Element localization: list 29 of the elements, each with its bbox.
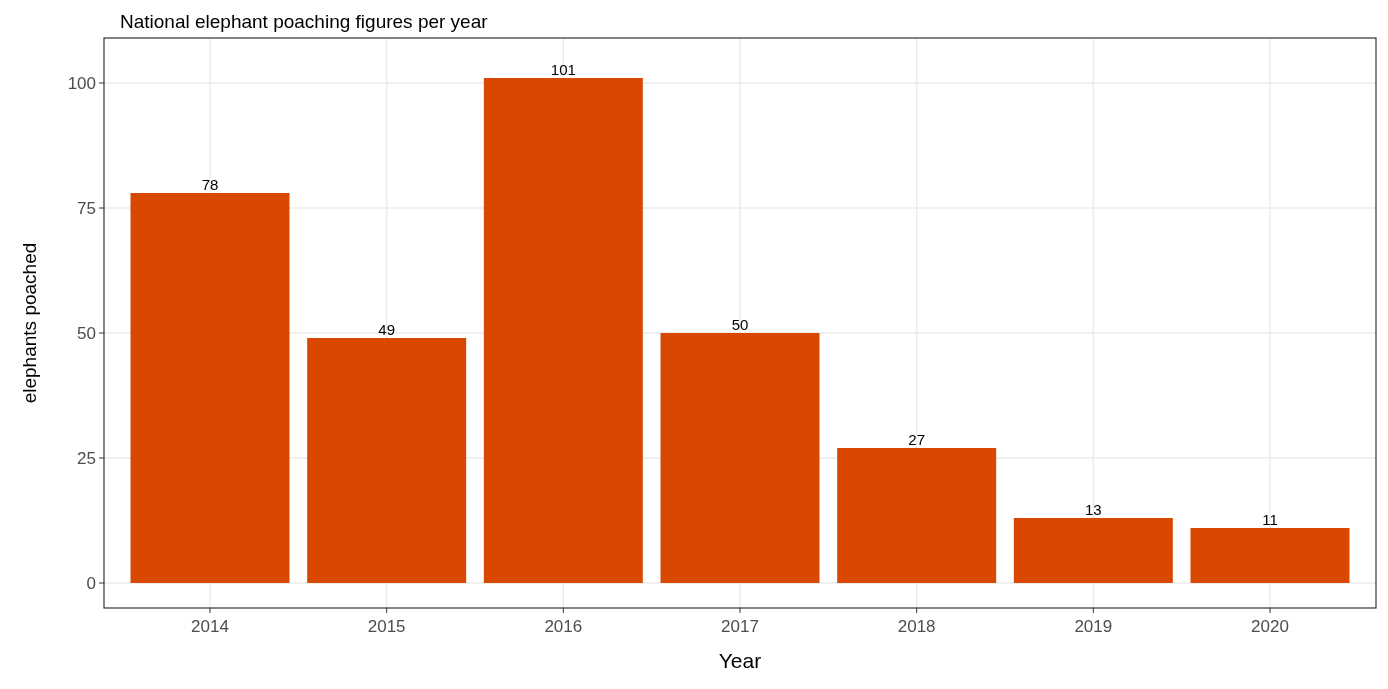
x-tick-label: 2018 <box>897 617 936 636</box>
bar <box>1013 518 1173 583</box>
bar <box>837 448 997 583</box>
bar <box>1190 528 1350 583</box>
y-tick-label: 100 <box>67 73 96 93</box>
y-tick-label: 50 <box>77 323 96 343</box>
y-tick-label: 25 <box>77 448 96 468</box>
data-label: 49 <box>378 321 396 338</box>
bar <box>130 193 290 583</box>
data-label: 78 <box>201 176 219 193</box>
bar <box>483 78 643 583</box>
x-tick-label: 2015 <box>367 617 406 636</box>
bar <box>660 333 820 583</box>
y-axis-title: elephants poached <box>19 242 40 404</box>
x-axis-title: Year <box>718 649 762 672</box>
data-label: 13 <box>1084 501 1102 518</box>
x-tick-label: 2016 <box>544 617 583 636</box>
data-label: 27 <box>908 431 926 448</box>
x-tick-label: 2020 <box>1251 617 1289 636</box>
data-label: 101 <box>550 61 576 78</box>
bar <box>307 338 467 583</box>
y-tick-label: 75 <box>77 198 96 218</box>
data-label: 11 <box>1262 511 1278 528</box>
x-tick-label: 2019 <box>1074 617 1113 636</box>
data-label: 50 <box>731 316 749 333</box>
x-tick-label: 2017 <box>721 617 759 636</box>
y-tick-label: 0 <box>86 573 96 593</box>
chart-title: National elephant poaching figures per year <box>120 11 489 32</box>
x-tick-label: 2014 <box>191 617 229 636</box>
